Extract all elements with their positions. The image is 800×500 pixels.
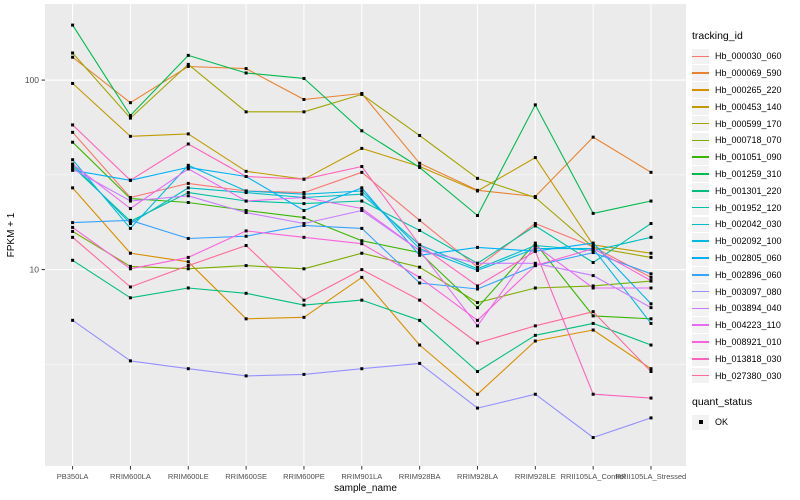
legend-line-swatch-icon: [692, 82, 709, 98]
legend-item-Hb_001952_120: Hb_001952_120: [692, 199, 798, 216]
legend-label: Hb_000718_070: [715, 135, 782, 146]
legend-item-Hb_002805_060: Hb_002805_060: [692, 250, 798, 267]
legend-label: Hb_003894_040: [715, 303, 782, 314]
legend-line-swatch-icon: [692, 267, 709, 283]
legend-item-Hb_001301_220: Hb_001301_220: [692, 182, 798, 199]
legend-line-swatch-icon: [692, 99, 709, 115]
legend-item-Hb_027380_030: Hb_027380_030: [692, 367, 798, 384]
legend-item-Hb_003097_080: Hb_003097_080: [692, 283, 798, 300]
legend-label: Hb_004223_110: [715, 320, 781, 331]
legend-line-swatch-icon: [692, 216, 709, 233]
legend: tracking_id Hb_000030_060 Hb_000069_590 Hb…: [692, 30, 798, 431]
x-axis-title: sample_name: [334, 483, 397, 494]
ok-square-marker-icon: [692, 414, 709, 431]
legend-item-Hb_000599_170: Hb_000599_170: [692, 115, 798, 132]
legend-line-swatch-icon: [692, 115, 709, 132]
x-tick-label: PB350LA: [57, 472, 89, 481]
axes: 10 100 PB350LA RRIM600LA RRIM600LE RRIM600SE R…: [6, 75, 686, 494]
legend-item-Hb_004223_110: Hb_004223_110: [692, 317, 798, 334]
legend-tracking-items: Hb_000030_060 Hb_000069_590 Hb_000265_220 H…: [692, 48, 798, 384]
legend-item-Hb_001051_090: Hb_001051_090: [692, 149, 798, 166]
legend-label: Hb_008921_010: [715, 336, 782, 347]
legend-line-swatch-icon: [692, 350, 709, 367]
legend-label: Hb_003097_080: [715, 286, 782, 297]
legend-line-swatch-icon: [692, 283, 709, 300]
legend-label: Hb_001051_090: [715, 152, 782, 163]
legend-label-ok: OK: [715, 417, 729, 428]
legend-line-swatch-icon: [692, 334, 709, 350]
x-tick-label: RRIM600LA: [110, 472, 151, 481]
legend-line-swatch-icon: [692, 183, 709, 199]
legend-line-swatch-icon: [692, 149, 709, 165]
legend-line-swatch-icon: [692, 199, 709, 216]
legend-item-Hb_000265_220: Hb_000265_220: [692, 82, 798, 99]
legend-title-quant-status: quant_status: [692, 395, 753, 408]
legend-label: Hb_002042_030: [715, 219, 782, 230]
legend-label: Hb_001259_310: [715, 168, 782, 179]
legend-line-swatch-icon: [692, 250, 709, 266]
legend-label: Hb_000599_170: [715, 118, 782, 129]
legend-label: Hb_001952_120: [715, 202, 782, 213]
legend-label: Hb_000453_140: [715, 101, 782, 112]
legend-item-Hb_002042_030: Hb_002042_030: [692, 216, 798, 233]
y-tick-label: 10: [30, 265, 40, 275]
legend-item-Hb_000069_590: Hb_000069_590: [692, 65, 798, 82]
legend-label: Hb_002896_060: [715, 269, 782, 280]
legend-label: Hb_000265_220: [715, 84, 782, 95]
legend-item-Hb_001259_310: Hb_001259_310: [692, 166, 798, 183]
legend-label: Hb_013818_030: [715, 353, 782, 364]
x-tick-label: RRIM600PE: [283, 472, 325, 481]
legend-item-Hb_000453_140: Hb_000453_140: [692, 98, 798, 115]
legend-label: Hb_027380_030: [715, 370, 782, 381]
x-tick-label: RRIM600LE: [168, 472, 209, 481]
legend-line-swatch-icon: [692, 367, 709, 384]
x-tick-label: RRIM600SE: [225, 472, 267, 481]
legend-label: Hb_002092_100: [715, 236, 782, 247]
legend-line-swatch-icon: [692, 48, 709, 65]
y-tick-label: 100: [25, 75, 39, 85]
legend-line-swatch-icon: [692, 317, 709, 333]
x-tick-label: RRIM928LE: [515, 472, 556, 481]
legend-label: Hb_002805_060: [715, 252, 782, 263]
legend-title-tracking-id: tracking_id: [692, 30, 743, 42]
x-tick-label: RRII105LA_Control: [561, 472, 626, 481]
x-tick-label: RRII105LA_Stressed: [616, 472, 686, 481]
legend-item-Hb_000030_060: Hb_000030_060: [692, 48, 798, 65]
legend-item-Hb_008921_010: Hb_008921_010: [692, 334, 798, 351]
legend-line-swatch-icon: [692, 132, 709, 149]
legend-label: Hb_000069_590: [715, 68, 782, 79]
y-axis-title: FPKM + 1: [6, 212, 17, 257]
legend-line-swatch-icon: [692, 233, 709, 249]
x-tick-label: RRIM928LA: [457, 472, 498, 481]
legend-line-swatch-icon: [692, 300, 709, 317]
legend-item-ok: OK: [692, 414, 798, 431]
legend-label: Hb_000030_060: [715, 51, 782, 62]
data-points: [71, 23, 653, 440]
plot-panel: [45, 4, 686, 466]
legend-item-Hb_002092_100: Hb_002092_100: [692, 233, 798, 250]
x-tick-label: RRIM901LA: [341, 472, 382, 481]
legend-line-swatch-icon: [692, 166, 709, 182]
legend-item-Hb_002896_060: Hb_002896_060: [692, 266, 798, 283]
legend-item-Hb_000718_070: Hb_000718_070: [692, 132, 798, 149]
gridlines: [45, 4, 686, 466]
legend-label: Hb_001301_220: [715, 185, 782, 196]
legend-item-Hb_003894_040: Hb_003894_040: [692, 300, 798, 317]
legend-item-Hb_013818_030: Hb_013818_030: [692, 350, 798, 367]
legend-line-swatch-icon: [692, 65, 709, 81]
x-tick-label: RRIM928BA: [399, 472, 441, 481]
